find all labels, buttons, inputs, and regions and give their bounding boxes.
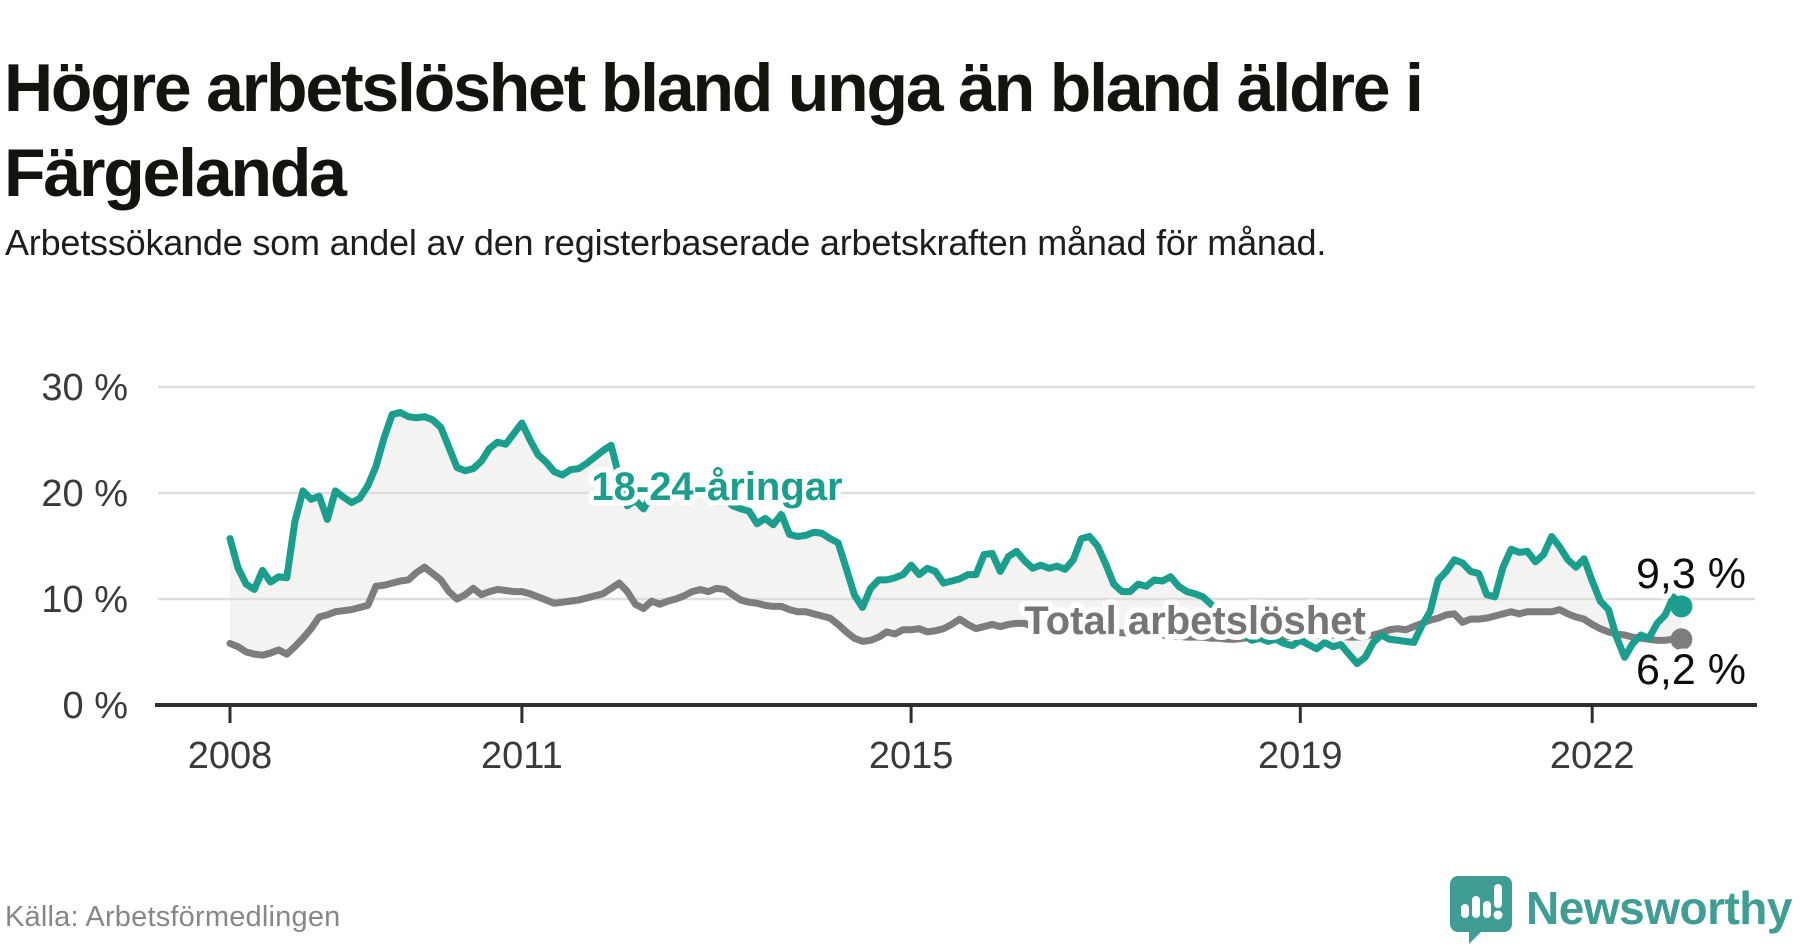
x-tick-label-2008: 2008	[188, 735, 273, 777]
total-end-value: 6,2 %	[1636, 646, 1746, 694]
youth-series-label: 18-24-åringar	[591, 465, 842, 509]
x-tick-label-2011: 2011	[481, 735, 563, 777]
source-note: Källa: Arbetsförmedlingen	[5, 901, 341, 933]
newsworthy-wordmark: Newsworthy	[1526, 882, 1792, 934]
x-tick-label-2015: 2015	[869, 735, 954, 777]
youth-end-dot	[1670, 595, 1693, 618]
page-title: Högre arbetslöshet bland unga än bland ä…	[4, 49, 1424, 212]
x-tick-label-2019: 2019	[1258, 735, 1343, 777]
series-line-youth	[226, 408, 1685, 668]
youth-end-value: 9,3 %	[1636, 550, 1746, 598]
total-series-label: Total arbetslöshet	[1024, 599, 1366, 643]
band-between-series	[230, 412, 1682, 664]
y-tick-label-10: 10 %	[41, 579, 128, 621]
newsworthy-bubble-icon	[1450, 876, 1513, 944]
x-tick-label-2022: 2022	[1550, 735, 1635, 777]
y-tick-label-30: 30 %	[41, 367, 128, 409]
newsworthy-logo: Newsworthy	[1449, 868, 1792, 948]
chart-subtitle: Arbetssökande som andel av den registerb…	[5, 222, 1327, 263]
y-tick-label-0: 0 %	[63, 685, 128, 727]
total-end-dot	[1670, 628, 1693, 651]
series-line-total	[226, 563, 1685, 659]
y-tick-label-20: 20 %	[41, 473, 128, 515]
